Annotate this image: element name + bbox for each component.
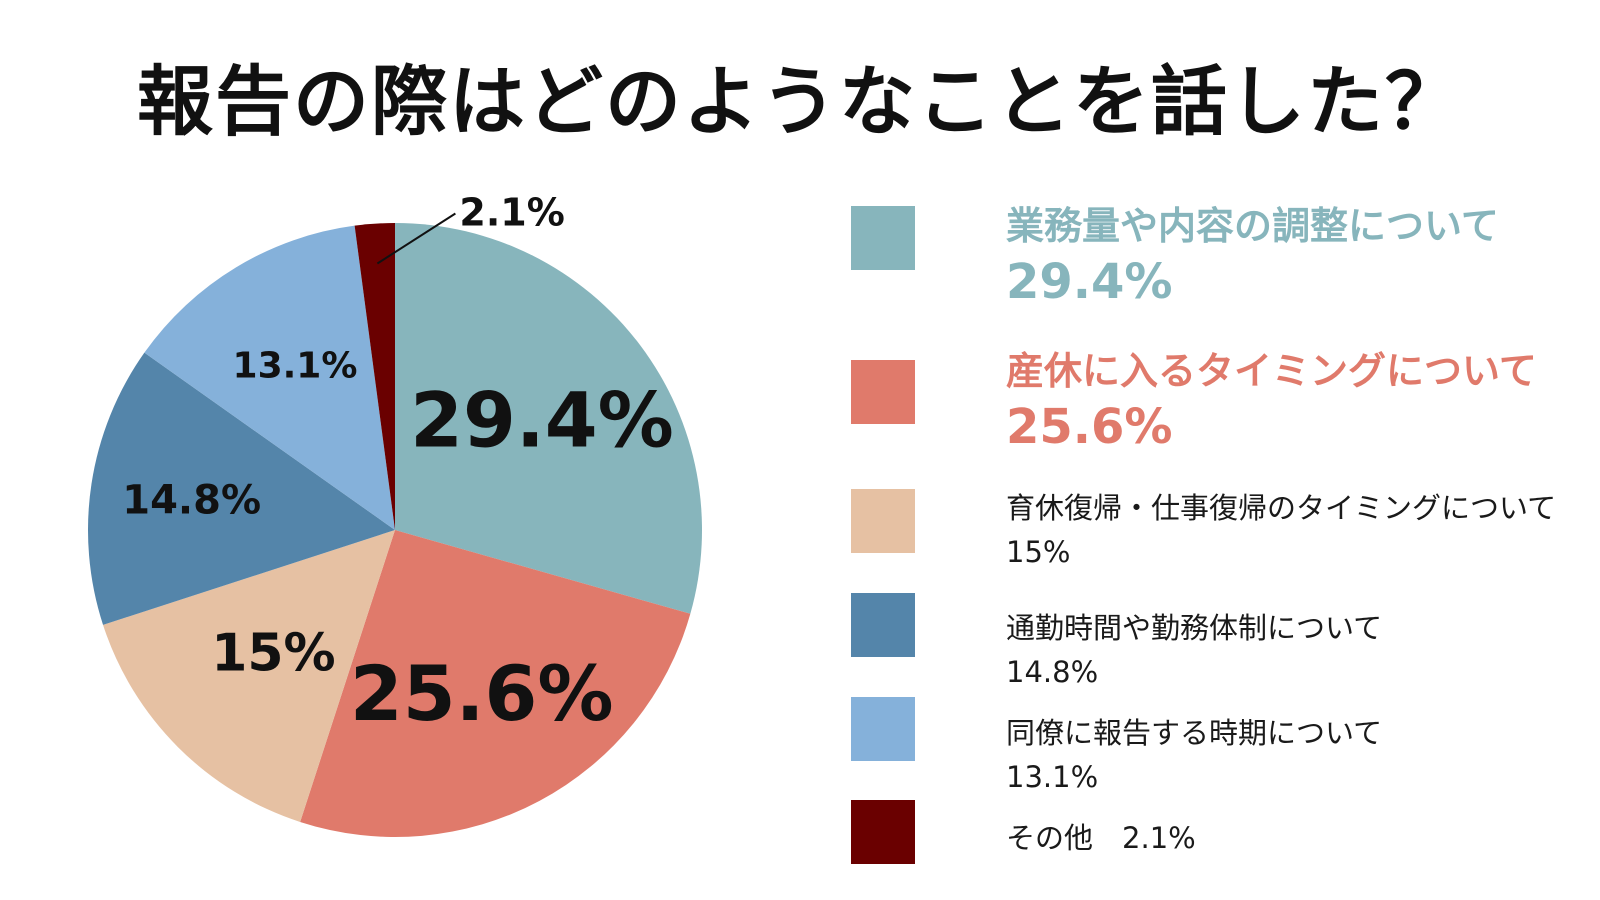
pie-slice-6 (354, 223, 395, 530)
legend-entry-1: 業務量や内容の調整について 29.4% (1006, 195, 1499, 310)
chart-title: 報告の際はどのようなことを話した？ (137, 57, 1463, 146)
pie-slice-4 (87, 352, 395, 625)
legend-entry-2: 産休に入るタイミングについて 25.6% (1006, 340, 1537, 455)
legend-swatch-4 (851, 593, 915, 657)
legend-value-2: 25.6% (1006, 399, 1173, 455)
legend-swatch-2 (851, 360, 915, 424)
legend-label-4: 通勤時間や勤務体制について (1006, 611, 1383, 645)
legend-label-1: 業務量や内容の調整について (1006, 204, 1499, 248)
pie-slice-3 (103, 530, 396, 822)
legend-entry-6: その他 2.1% (1006, 815, 1196, 857)
pie-label-4: 14.8% (122, 478, 261, 524)
legend-label-2: 産休に入るタイミングについて (1006, 349, 1537, 393)
legend-value-3: 15% (1006, 535, 1071, 569)
legend-label-5: 同僚に報告する時期について (1006, 716, 1383, 750)
pie-label-5: 13.1% (233, 345, 358, 386)
pie-label-1: 29.4% (410, 375, 674, 464)
pie-slice-2 (300, 530, 691, 837)
legend-entry-4: 通勤時間や勤務体制について 14.8% (1006, 605, 1382, 689)
legend-swatch-5 (851, 697, 915, 761)
pie-label-6: 2.1% (459, 190, 564, 234)
legend-swatch-6 (851, 800, 915, 864)
legend-value-4: 14.8% (1006, 655, 1099, 689)
legend-label-3: 育休復帰・仕事復帰のタイミングについて (1006, 491, 1557, 525)
legend-value-6: 2.1% (1122, 821, 1196, 855)
pie-label-3: 15% (211, 623, 335, 683)
legend-entry-3: 育休復帰・仕事復帰のタイミングについて 15% (1006, 485, 1556, 569)
legend-value-5: 13.1% (1006, 760, 1099, 794)
pie-label-2: 25.6% (350, 649, 614, 738)
pie-leader-line-6 (376, 212, 456, 265)
legend-label-6: その他 (1006, 821, 1094, 855)
legend-value-1: 29.4% (1006, 254, 1173, 310)
legend-swatch-1 (851, 206, 915, 270)
pie-slice-1 (395, 223, 702, 614)
legend-swatch-3 (851, 489, 915, 553)
pie-slice-5 (144, 225, 395, 530)
legend-entry-5: 同僚に報告する時期について 13.1% (1006, 710, 1382, 794)
pie-chart: 29.4% 25.6%15% 14.8% 13.1% 2.1% (87, 190, 702, 837)
